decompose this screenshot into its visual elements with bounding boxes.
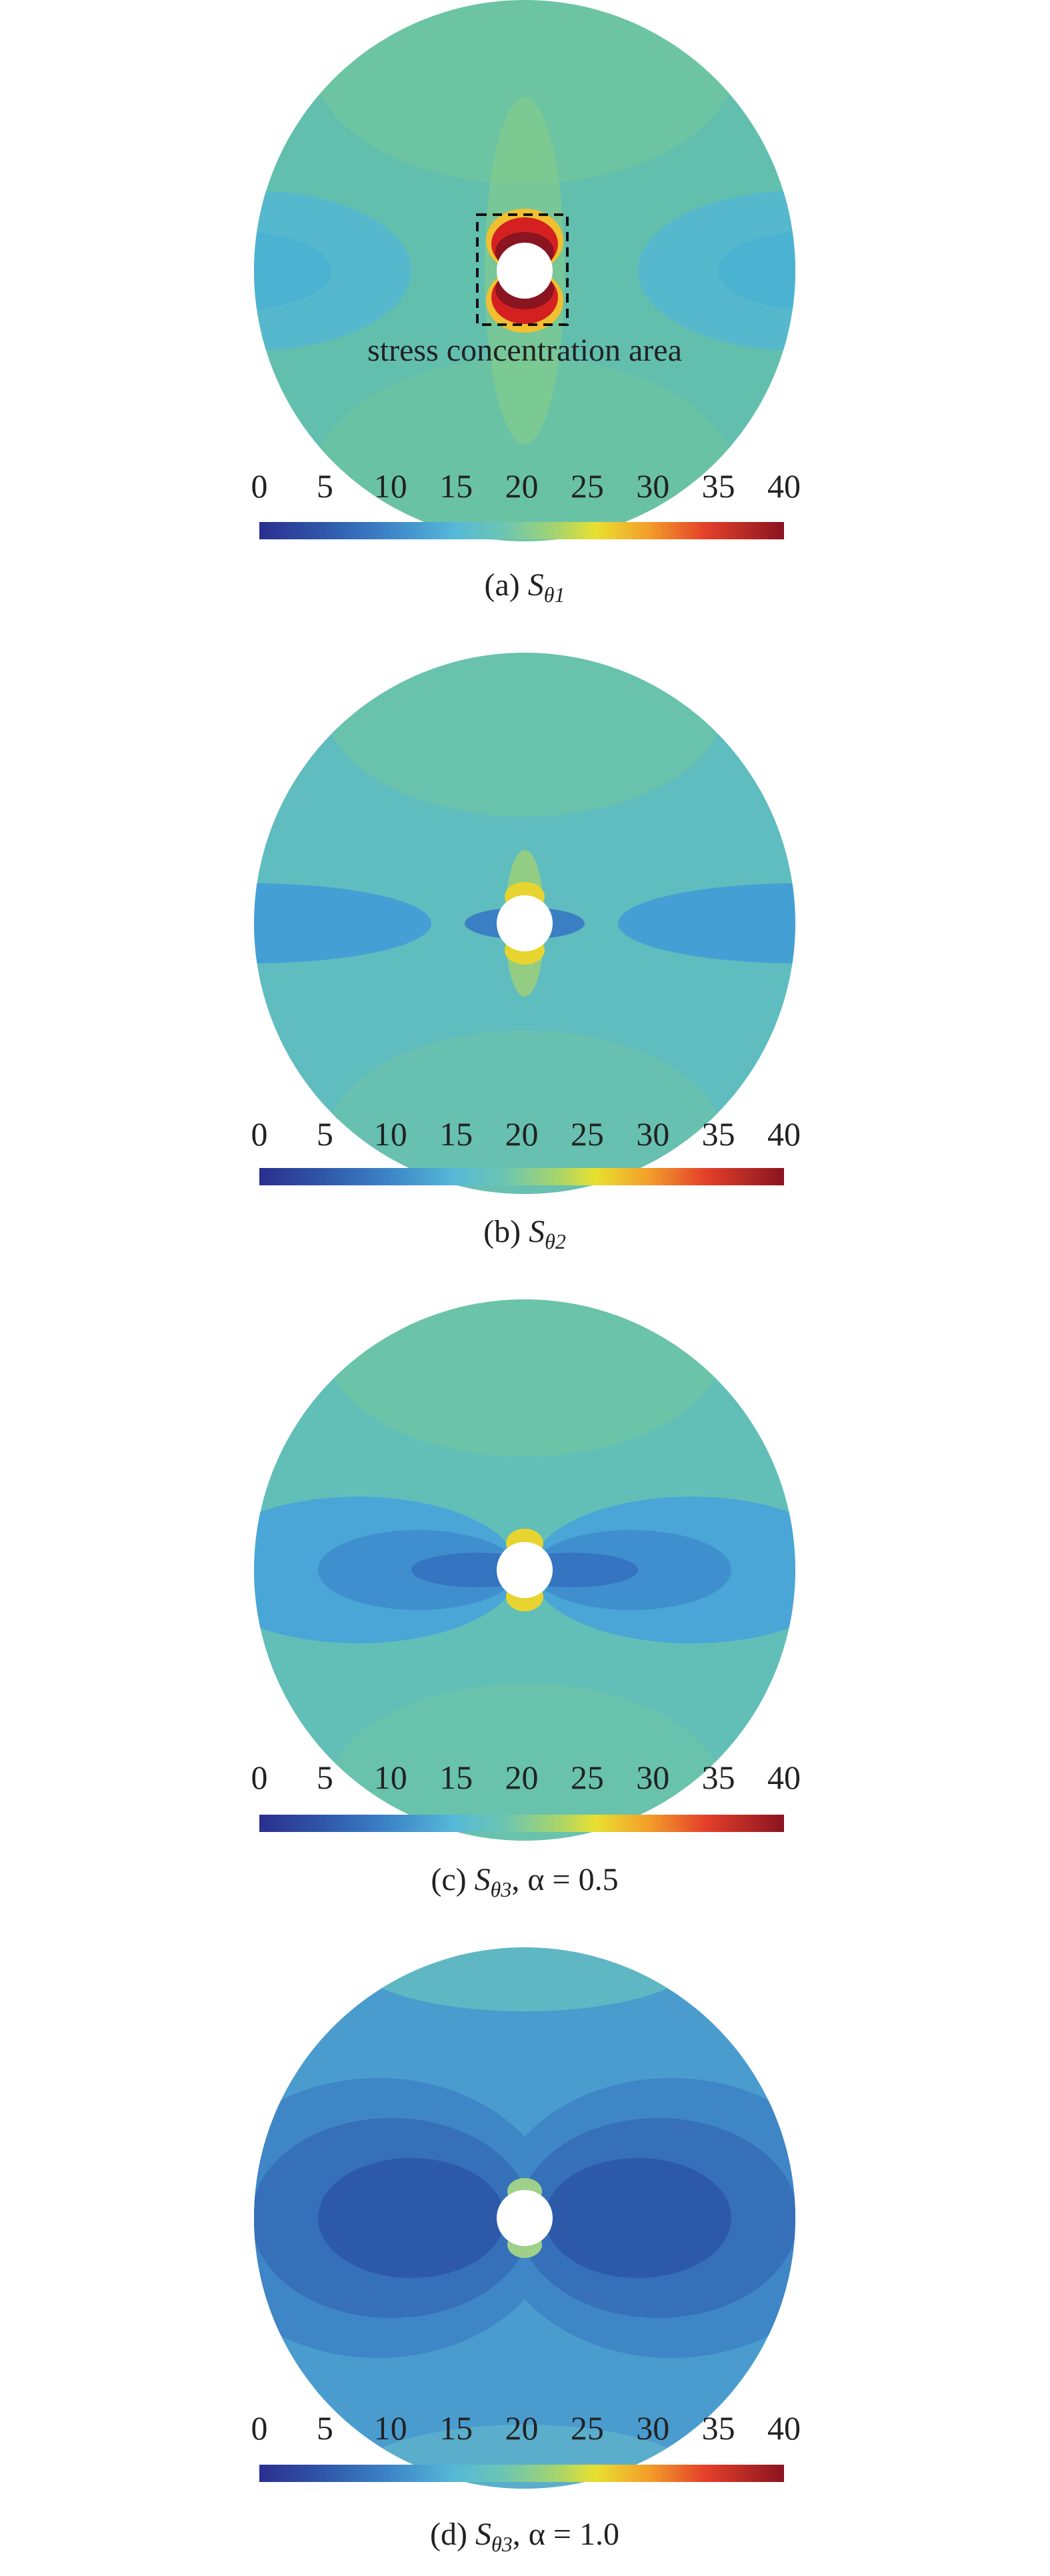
colorbar-tick-label: 30 [636,467,669,505]
caption-symbol: S [529,1214,545,1249]
caption: (a) Sθ1 [485,567,565,607]
contour-region [618,883,795,963]
contour-plot [254,0,795,541]
colorbar-tick-label: 25 [571,1759,604,1796]
colorbar-tick-label: 15 [439,2409,473,2447]
hole [497,243,553,299]
colorbar-tick-label: 25 [571,1115,604,1153]
hole [497,2190,553,2246]
colorbar-tick-label: 10 [374,2409,407,2447]
colorbar-tick-label: 30 [636,1115,669,1153]
colorbar [259,522,784,539]
hole [497,1542,553,1598]
caption-symbol: S [475,2517,491,2552]
colorbar-tick-label: 5 [317,1115,333,1153]
caption-symbol: S [528,567,544,603]
colorbar-tick-label: 0 [251,1759,268,1796]
panel: 0 5 10 15 20 25 30 35 40 (b) Sθ2 [251,653,801,1253]
colorbar-tick-label: 20 [505,1115,539,1153]
colorbar-tick-label: 35 [702,2409,735,2447]
caption-label: (d) [430,2517,467,2552]
caption-space [467,1862,475,1897]
caption: (d) Sθ3, α = 1.0 [430,2517,619,2556]
caption-symbol: S [475,1862,491,1897]
colorbar-tick-label: 40 [767,1759,801,1796]
colorbar-tick-label: 10 [374,1759,407,1796]
colorbar-tick-label: 15 [439,1759,473,1796]
contour-region [325,1683,725,1841]
colorbar-tick-label: 10 [374,1115,407,1153]
colorbar-tick-label: 30 [636,2409,669,2447]
colorbar [259,2465,784,2482]
caption-subscript: θ2 [545,1229,566,1253]
contour-region [638,191,795,351]
colorbar-tick-label: 0 [251,2409,268,2447]
colorbar-tick-label: 40 [767,2409,801,2447]
caption-space [521,1214,529,1249]
colorbar-tick-label: 20 [505,1759,539,1796]
caption-subscript: θ3 [491,2532,513,2556]
colorbar-tick-label: 40 [767,467,801,505]
caption-space [467,2517,475,2552]
panel: stress concentration area 0 5 10 15 20 25 30 35 4… [251,0,801,607]
contour-region [254,231,331,311]
colorbar-tick-label: 40 [767,1115,801,1153]
contour-region [325,1030,725,1194]
caption-subscript: θ3 [491,1877,512,1901]
panel: 0 5 10 15 20 25 30 35 40 (d) Sθ3, α = 1.0 [251,1947,801,2556]
contour-region [325,653,725,817]
colorbar-tick-label: 0 [251,467,268,505]
caption-label: (a) [485,567,520,603]
highlight-box [476,213,569,326]
colorbar-tick-label: 20 [505,467,539,505]
contour-region [545,2158,731,2278]
caption-subscript: θ1 [544,583,565,607]
colorbar-tick-label: 35 [702,1759,735,1796]
caption: (b) Sθ2 [483,1214,566,1253]
contour-region [254,191,411,351]
colorbar-tick-label: 25 [571,2409,604,2447]
caption-label: (c) [431,1862,466,1897]
contour-region [351,1947,698,2011]
colorbar-tick-label: 0 [251,1115,268,1153]
contour-region [311,357,738,541]
colorbar [259,1815,784,1832]
colorbar-tick-label: 10 [374,467,407,505]
colorbar-tick-label: 5 [317,2409,333,2447]
caption-label: (b) [483,1214,521,1249]
colorbar-tick-label: 35 [702,467,735,505]
caption-space [520,567,528,603]
contour-region [318,2158,505,2278]
colorbar [259,1168,784,1185]
panel: 0 5 10 15 20 25 30 35 40 (c) Sθ3, α = 0.5 [251,1299,801,1901]
colorbar-tick-label: 35 [702,1115,735,1153]
colorbar-tick-label: 5 [317,467,333,505]
colorbar-tick-label: 30 [636,1759,669,1796]
colorbar-tick-label: 25 [571,467,604,505]
contour-region [311,0,738,184]
annotation: stress concentration area [367,333,682,368]
hole [497,895,553,951]
contour-region [325,1299,725,1457]
contour-region [254,883,431,963]
colorbar-tick-label: 20 [505,2409,539,2447]
caption-suffix: , α = 0.5 [511,1862,618,1897]
caption-suffix: , α = 1.0 [513,2517,619,2552]
contour-region [718,231,795,311]
caption: (c) Sθ3, α = 0.5 [431,1862,618,1901]
colorbar-tick-label: 15 [439,467,473,505]
colorbar-tick-label: 15 [439,1115,473,1153]
colorbar-tick-label: 5 [317,1759,333,1796]
